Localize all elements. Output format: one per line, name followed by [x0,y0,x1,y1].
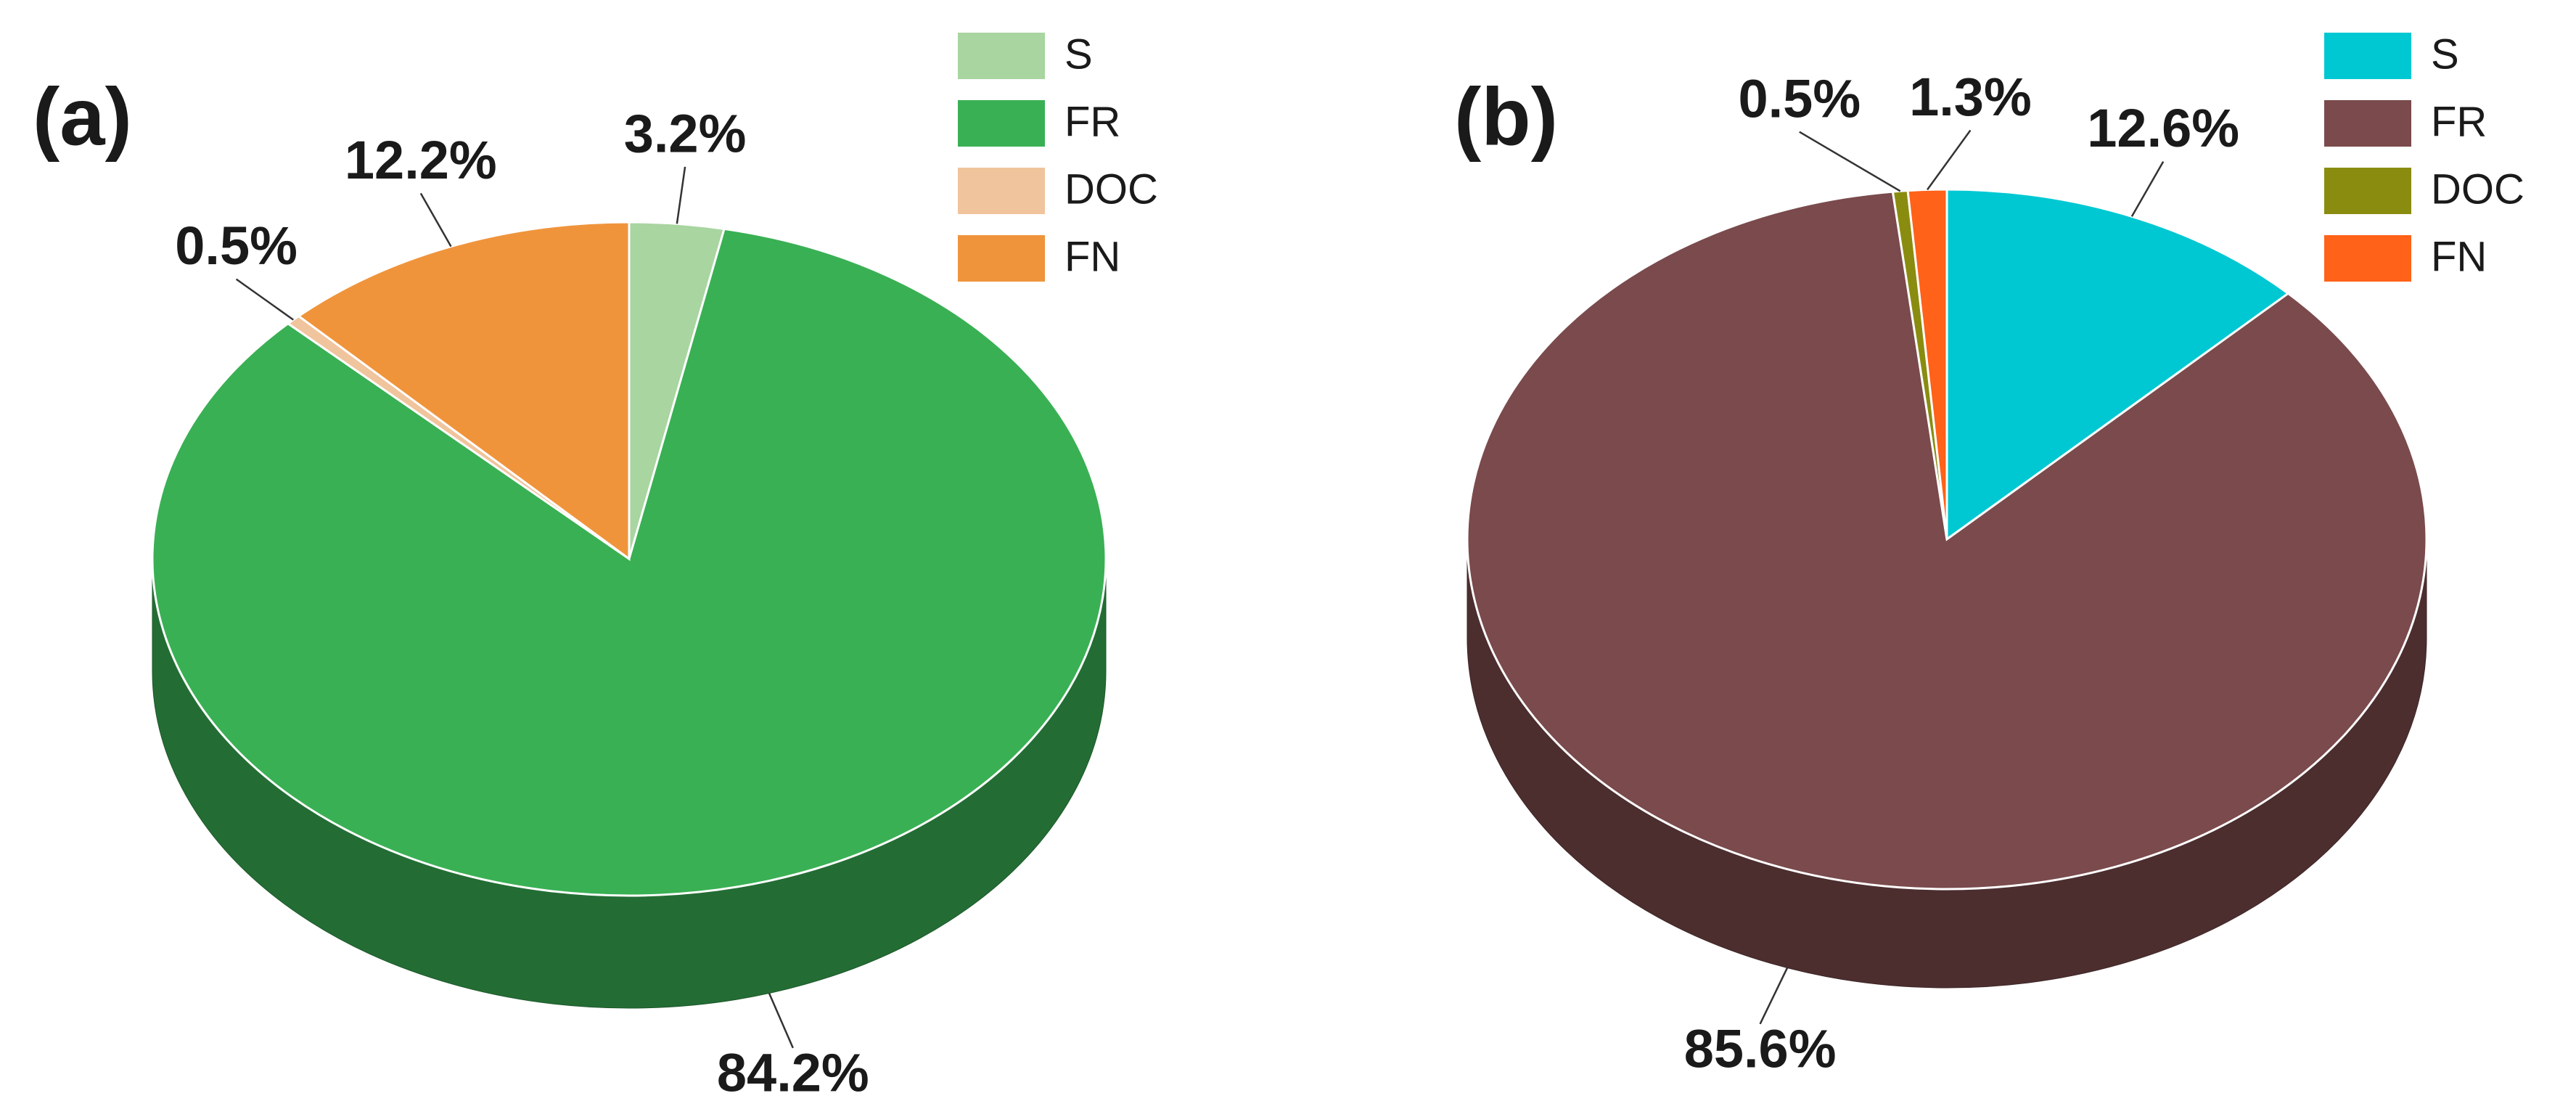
chart-title: (a) [33,72,132,163]
pie-slice [1466,190,2428,891]
legend-label: DOC [1065,165,1158,213]
leader-line [419,192,452,247]
legend-label: S [1065,30,1093,78]
legend-label: S [2431,30,2459,78]
legend-swatch [958,33,1045,79]
value-label: 12.2% [345,130,497,190]
pie-slice [1945,188,2290,541]
value-label: 0.5% [1738,68,1861,128]
leader-line [768,993,794,1049]
leader-line [676,166,686,224]
leader-line [2130,161,2165,217]
pie-tops [1466,188,2428,891]
pie-tops [151,221,1107,897]
value-label: 85.6% [1684,1018,1837,1079]
chart-title: (b) [1454,72,1558,163]
value-label: 0.5% [175,216,298,276]
legend-label: FN [2431,233,2487,280]
legend-swatch [958,100,1045,147]
legend-swatch [2324,33,2411,79]
value-label: 84.2% [717,1042,869,1102]
legend-swatch [2324,168,2411,214]
legend-label: FN [1065,233,1120,280]
legend-label: FR [1065,98,1120,145]
pie-chart: (a) 3.2% 84.2% 0.5% 12.2% S FR DOC FN [33,30,1158,1102]
legend-swatch [2324,100,2411,147]
leader-line [1759,967,1789,1025]
value-label: 12.6% [2087,98,2239,158]
legend-swatch [2324,235,2411,282]
leader-line [1799,131,1901,192]
pie-chart: (b) 12.6% 85.6% 0.5% 1.3% S FR DOC FN [1454,30,2524,1079]
value-label: 1.3% [1909,67,2032,127]
legend-swatch [958,168,1045,214]
legend-swatch [958,235,1045,282]
value-label: 3.2% [624,103,747,163]
leader-line [1927,129,1972,191]
leader-line [235,278,294,321]
legend-label: DOC [2431,165,2524,213]
legend-label: FR [2431,98,2487,145]
